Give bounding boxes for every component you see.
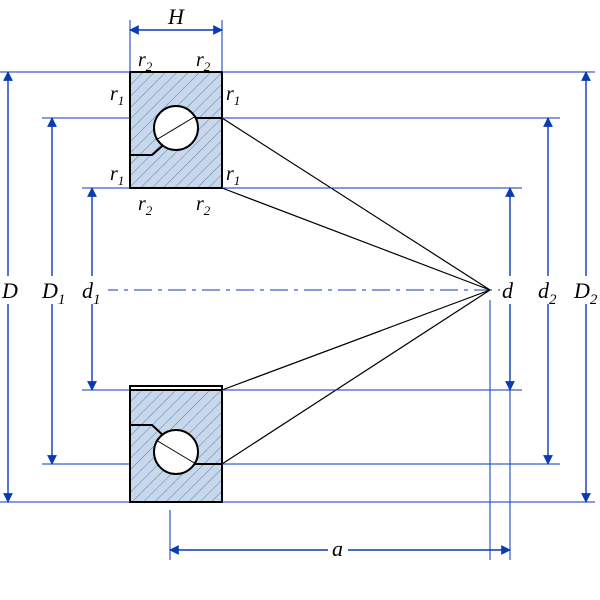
bearing-cross-section-diagram: H D D1 d1 d d2 D2 a r2 r2 r1 r1 r1 r1 r2… xyxy=(0,0,600,600)
label-r1-lt: r1 xyxy=(110,83,124,108)
label-a: a xyxy=(332,536,343,561)
label-d: d xyxy=(502,278,514,303)
label-r1-lb: r1 xyxy=(110,163,124,188)
contact-angle-lines xyxy=(222,118,490,464)
label-r2-tr: r2 xyxy=(196,49,211,74)
label-H: H xyxy=(167,4,185,29)
bottom-bearing-section xyxy=(130,386,222,502)
label-r2-br: r2 xyxy=(196,193,211,218)
label-r2-tl: r2 xyxy=(138,49,153,74)
top-bearing-section xyxy=(130,72,222,188)
label-r2-bl: r2 xyxy=(138,193,153,218)
label-r1-rt: r1 xyxy=(226,83,240,108)
label-r1-rb: r1 xyxy=(226,163,240,188)
label-D: D xyxy=(1,278,18,303)
